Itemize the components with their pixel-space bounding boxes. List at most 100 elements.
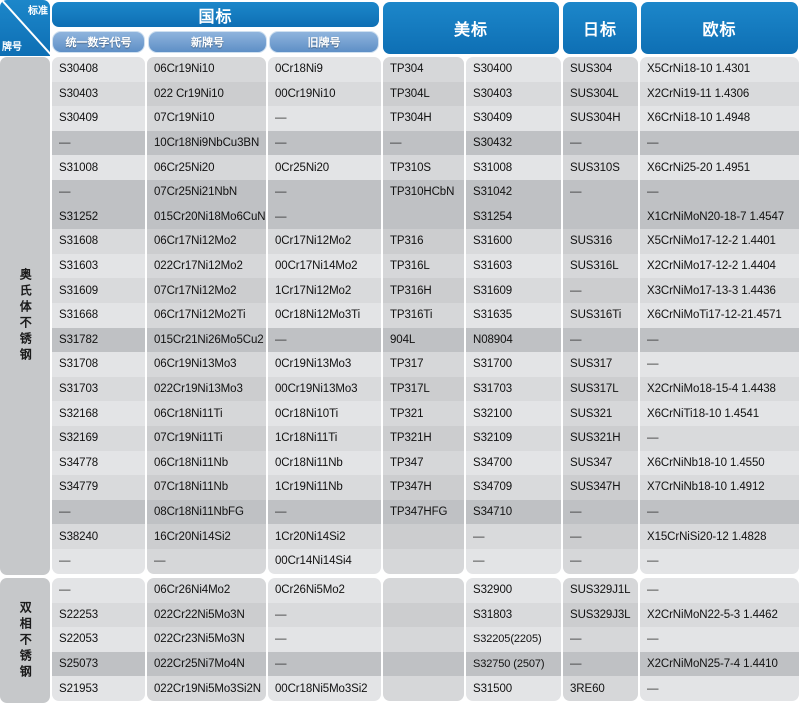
cell-austenitic-r16-c3: TP347 [390, 456, 424, 469]
cell-austenitic-r18-c0: — [52, 499, 145, 525]
cell-austenitic-r4-c2: 0Cr25Ni20 [275, 161, 330, 174]
cell-duplex-r3-c6: X2CrNiMoN25-7-4 1.4410 [640, 651, 799, 677]
empty-dash: — [647, 555, 659, 568]
header-japan-standard[interactable]: 日标 [563, 2, 637, 54]
cell-austenitic-r0-c1: 06Cr19Ni10 [154, 63, 215, 76]
column-panel-duplex-6 [640, 578, 799, 701]
cell-austenitic-r19-c6: X15CrNiSi20-12 1.4828 [640, 524, 799, 549]
header-usa-standard[interactable]: 美标 [383, 2, 559, 54]
cell-austenitic-r1-c3: TP304L [383, 81, 464, 107]
cell-duplex-r3-c5: — [563, 651, 638, 677]
cell-duplex-r3-c1: 022Cr25Ni7Mo4N [147, 651, 266, 677]
cell-austenitic-r17-c5: SUS347H [563, 475, 638, 500]
empty-dash: — [275, 210, 287, 223]
cell-austenitic-r3-c6: — [640, 130, 799, 156]
cell-austenitic-r20-c2: 00Cr14Ni14Si4 [275, 555, 352, 568]
cell-austenitic-r5-c2: — [268, 180, 381, 205]
cell-duplex-r2-c4: S32205(2205) [473, 633, 542, 646]
cell-austenitic-r13-c1: 022Cr19Ni13Mo3 [147, 376, 266, 402]
cell-austenitic-r18-c6: — [640, 499, 799, 525]
cell-duplex-r4-c0: S21953 [59, 682, 99, 695]
cell-austenitic-r18-c4: S34710 [466, 499, 561, 525]
cell-austenitic-r13-c2: 00Cr19Ni13Mo3 [268, 376, 381, 402]
empty-dash: — [59, 186, 71, 199]
cell-austenitic-r15-c4: S32109 [466, 426, 561, 451]
empty-dash: — [59, 584, 71, 597]
cell-austenitic-r9-c2: 1Cr17Ni12Mo2 [268, 278, 381, 303]
cell-austenitic-r16-c2: 0Cr18Ni11Nb [275, 456, 343, 469]
cell-austenitic-r14-c4: S32100 [473, 407, 513, 420]
cell-austenitic-r9-c4: S31609 [466, 278, 561, 303]
cell-austenitic-r6-c0: S31252 [52, 204, 145, 230]
cell-austenitic-r7-c2: 0Cr17Ni12Mo2 [268, 229, 381, 254]
header-china-standard[interactable]: 国标 [52, 2, 379, 27]
column-panel-duplex-2 [268, 578, 381, 701]
cell-austenitic-r19-c4: — [466, 524, 561, 549]
corner-standard-label: 标准 [28, 6, 48, 17]
cell-austenitic-r14-c6: X6CrNiTi18-10 1.4541 [647, 407, 759, 420]
subheader-old-grade[interactable]: 旧牌号 [269, 31, 379, 53]
cell-austenitic-r10-c1: 06Cr17Ni12Mo2Ti [154, 309, 246, 322]
column-panel-duplex-1 [147, 578, 266, 701]
cell-austenitic-r0-c0: S30408 [59, 63, 99, 76]
cell-austenitic-r6-c3 [383, 204, 464, 230]
subheader-new-grade[interactable]: 新牌号 [148, 31, 267, 53]
cell-austenitic-r0-c5: SUS304 [570, 63, 613, 76]
cell-austenitic-r8-c5: SUS316L [570, 260, 619, 273]
empty-dash: — [59, 506, 71, 519]
cell-austenitic-r14-c0: S32168 [59, 407, 99, 420]
empty-dash: — [275, 333, 287, 346]
cell-austenitic-r10-c6: X6CrNiMoTi17-12-21.4571 [647, 309, 782, 322]
cell-austenitic-r9-c5: — [563, 278, 638, 303]
cell-austenitic-r5-c5: — [563, 180, 638, 205]
cell-duplex-r1-c1: 022Cr22Ni5Mo3N [147, 602, 266, 628]
cell-duplex-r1-c3 [383, 602, 464, 628]
empty-dash: — [647, 137, 659, 150]
cell-austenitic-r5-c0: — [52, 180, 145, 205]
cell-austenitic-r0-c6: X5CrNi18-10 1.4301 [647, 63, 751, 76]
cell-austenitic-r17-c0: S34779 [52, 475, 145, 500]
cell-austenitic-r3-c4: S30432 [466, 130, 561, 156]
cell-austenitic-r18-c5: — [563, 499, 638, 525]
cell-austenitic-r13-c6: X2CrNiMo18-15-4 1.4438 [640, 376, 799, 402]
cell-austenitic-r12-c4: S31700 [473, 358, 513, 371]
cell-austenitic-r5-c4: S31042 [466, 180, 561, 205]
cell-austenitic-r4-c6: X6CrNi25-20 1.4951 [647, 161, 751, 174]
cell-duplex-r4-c5: 3RE60 [570, 682, 605, 695]
header-europe-standard[interactable]: 欧标 [641, 2, 798, 54]
cell-austenitic-r3-c3: — [383, 130, 464, 156]
cell-austenitic-r14-c3: TP321 [390, 407, 424, 420]
cell-duplex-r3-c2: — [268, 651, 381, 677]
cell-austenitic-r19-c2: 1Cr20Ni14Si2 [268, 524, 381, 549]
cell-austenitic-r7-c6: X5CrNiMo17-12-2 1.4401 [640, 229, 799, 254]
corner-header-cell: 标准 牌号 [0, 0, 50, 56]
cell-austenitic-r15-c6: — [640, 426, 799, 451]
cell-austenitic-r13-c5: SUS317L [563, 376, 638, 402]
empty-dash: — [275, 137, 287, 150]
cell-austenitic-r17-c2: 1Cr19Ni11Nb [268, 475, 381, 500]
empty-dash: — [647, 358, 659, 371]
cell-duplex-r2-c5: — [563, 627, 638, 652]
corner-grade-label: 牌号 [2, 42, 22, 53]
group-label-duplex-text: 双相不锈钢 [18, 600, 33, 681]
cell-austenitic-r10-c5: SUS316Ti [570, 309, 622, 322]
cell-austenitic-r7-c0: S31608 [52, 229, 145, 254]
cell-duplex-r2-c0: S22053 [59, 633, 99, 646]
cell-austenitic-r19-c1: 16Cr20Ni14Si2 [147, 524, 266, 549]
cell-austenitic-r1-c0: S30403 [52, 81, 145, 107]
empty-dash: — [570, 633, 582, 646]
empty-dash: — [59, 555, 71, 568]
empty-dash: — [570, 506, 582, 519]
cell-austenitic-r4-c3: TP310S [390, 161, 431, 174]
cell-austenitic-r17-c6: X7CrNiNb18-10 1.4912 [640, 475, 799, 500]
empty-dash: — [275, 608, 287, 621]
cell-duplex-r4-c2: 00Cr18Ni5Mo3Si2 [275, 682, 368, 695]
cell-austenitic-r12-c5: SUS317 [570, 358, 613, 371]
subheader-unified-code[interactable]: 统一数字代号 [52, 31, 145, 53]
cell-duplex-r4-c4: S31500 [473, 682, 513, 695]
cell-austenitic-r6-c5 [563, 204, 638, 230]
cell-austenitic-r14-c2: 0Cr18Ni10Ti [275, 407, 339, 420]
cell-austenitic-r15-c1: 07Cr19Ni11Ti [147, 426, 266, 451]
empty-dash: — [570, 333, 582, 346]
column-panel-duplex-5 [563, 578, 638, 701]
